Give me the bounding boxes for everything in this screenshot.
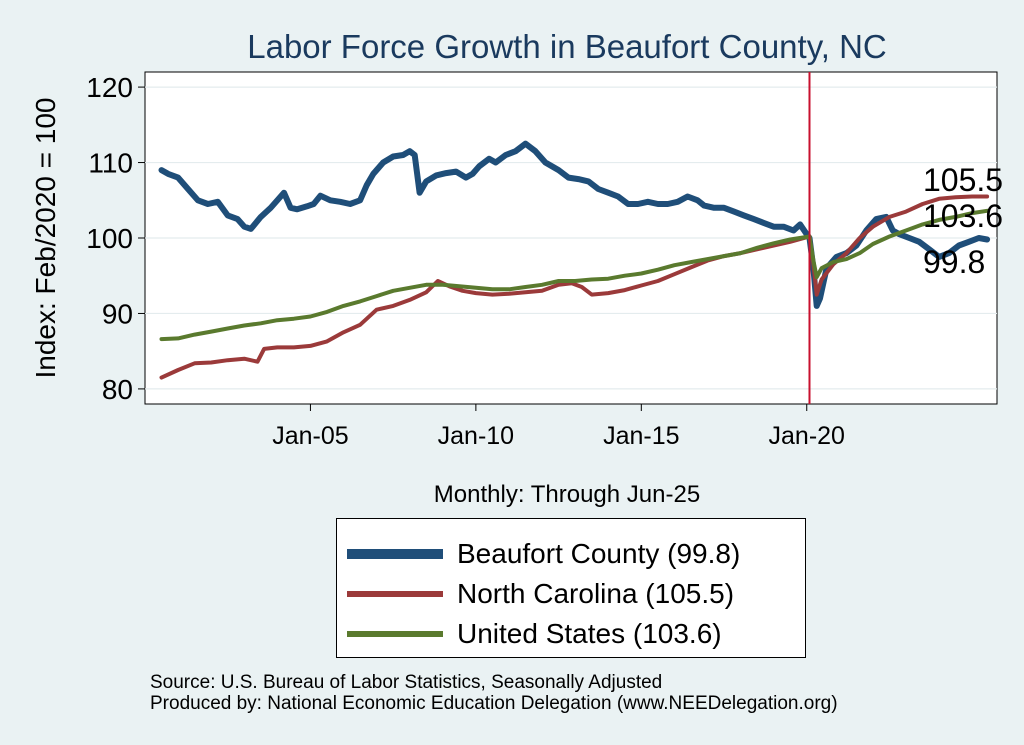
y-tick-label: 90 <box>102 298 133 329</box>
x-axis: Jan-05 Jan-10 Jan-15 Jan-20 <box>272 404 845 450</box>
legend-swatch-united-states <box>347 631 443 637</box>
x-axis-label: Monthly: Through Jun-25 <box>434 481 700 508</box>
legend-swatch-north-carolina <box>347 591 443 597</box>
produced-by-line: Produced by: National Economic Education… <box>150 693 838 714</box>
end-label-1: 105.5 <box>923 162 1003 198</box>
end-label-0: 99.8 <box>923 244 985 280</box>
y-tick-label: 80 <box>102 374 133 405</box>
end-label-2: 103.6 <box>923 198 1003 234</box>
x-tick-label: Jan-05 <box>272 422 348 450</box>
y-tick-label: 120 <box>86 72 133 103</box>
chart-title: Labor Force Growth in Beaufort County, N… <box>247 28 887 65</box>
series-lines <box>158 140 991 380</box>
legend-item-beaufort: Beaufort County (99.8) <box>347 537 740 571</box>
series-line-0 <box>158 140 991 309</box>
series-line-2 <box>159 208 990 342</box>
grid-lines <box>145 86 997 390</box>
legend-label-beaufort: Beaufort County (99.8) <box>457 538 741 569</box>
legend-label-united-states: United States (103.6) <box>457 618 722 649</box>
y-tick-label: 110 <box>88 148 133 179</box>
x-tick-label: Jan-15 <box>603 422 679 450</box>
legend-label-north-carolina: North Carolina (105.5) <box>457 578 735 609</box>
source-line: Source: U.S. Bureau of Labor Statistics,… <box>150 672 663 693</box>
legend: Beaufort County (99.8) North Carolina (1… <box>336 518 806 658</box>
x-tick-label: Jan-10 <box>438 422 514 450</box>
y-axis-label: Index: Feb/2020 = 100 <box>30 98 61 379</box>
legend-item-north-carolina: North Carolina (105.5) <box>347 577 734 611</box>
legend-item-united-states: United States (103.6) <box>347 617 722 651</box>
y-tick-label: 100 <box>86 223 133 254</box>
legend-swatch-beaufort <box>347 549 443 559</box>
source-note: Source: U.S. Bureau of Labor Statistics,… <box>150 672 838 714</box>
series-line-1 <box>159 194 990 380</box>
y-axis: 80 90 100 110 120 <box>86 72 145 405</box>
x-tick-label: Jan-20 <box>769 422 845 450</box>
